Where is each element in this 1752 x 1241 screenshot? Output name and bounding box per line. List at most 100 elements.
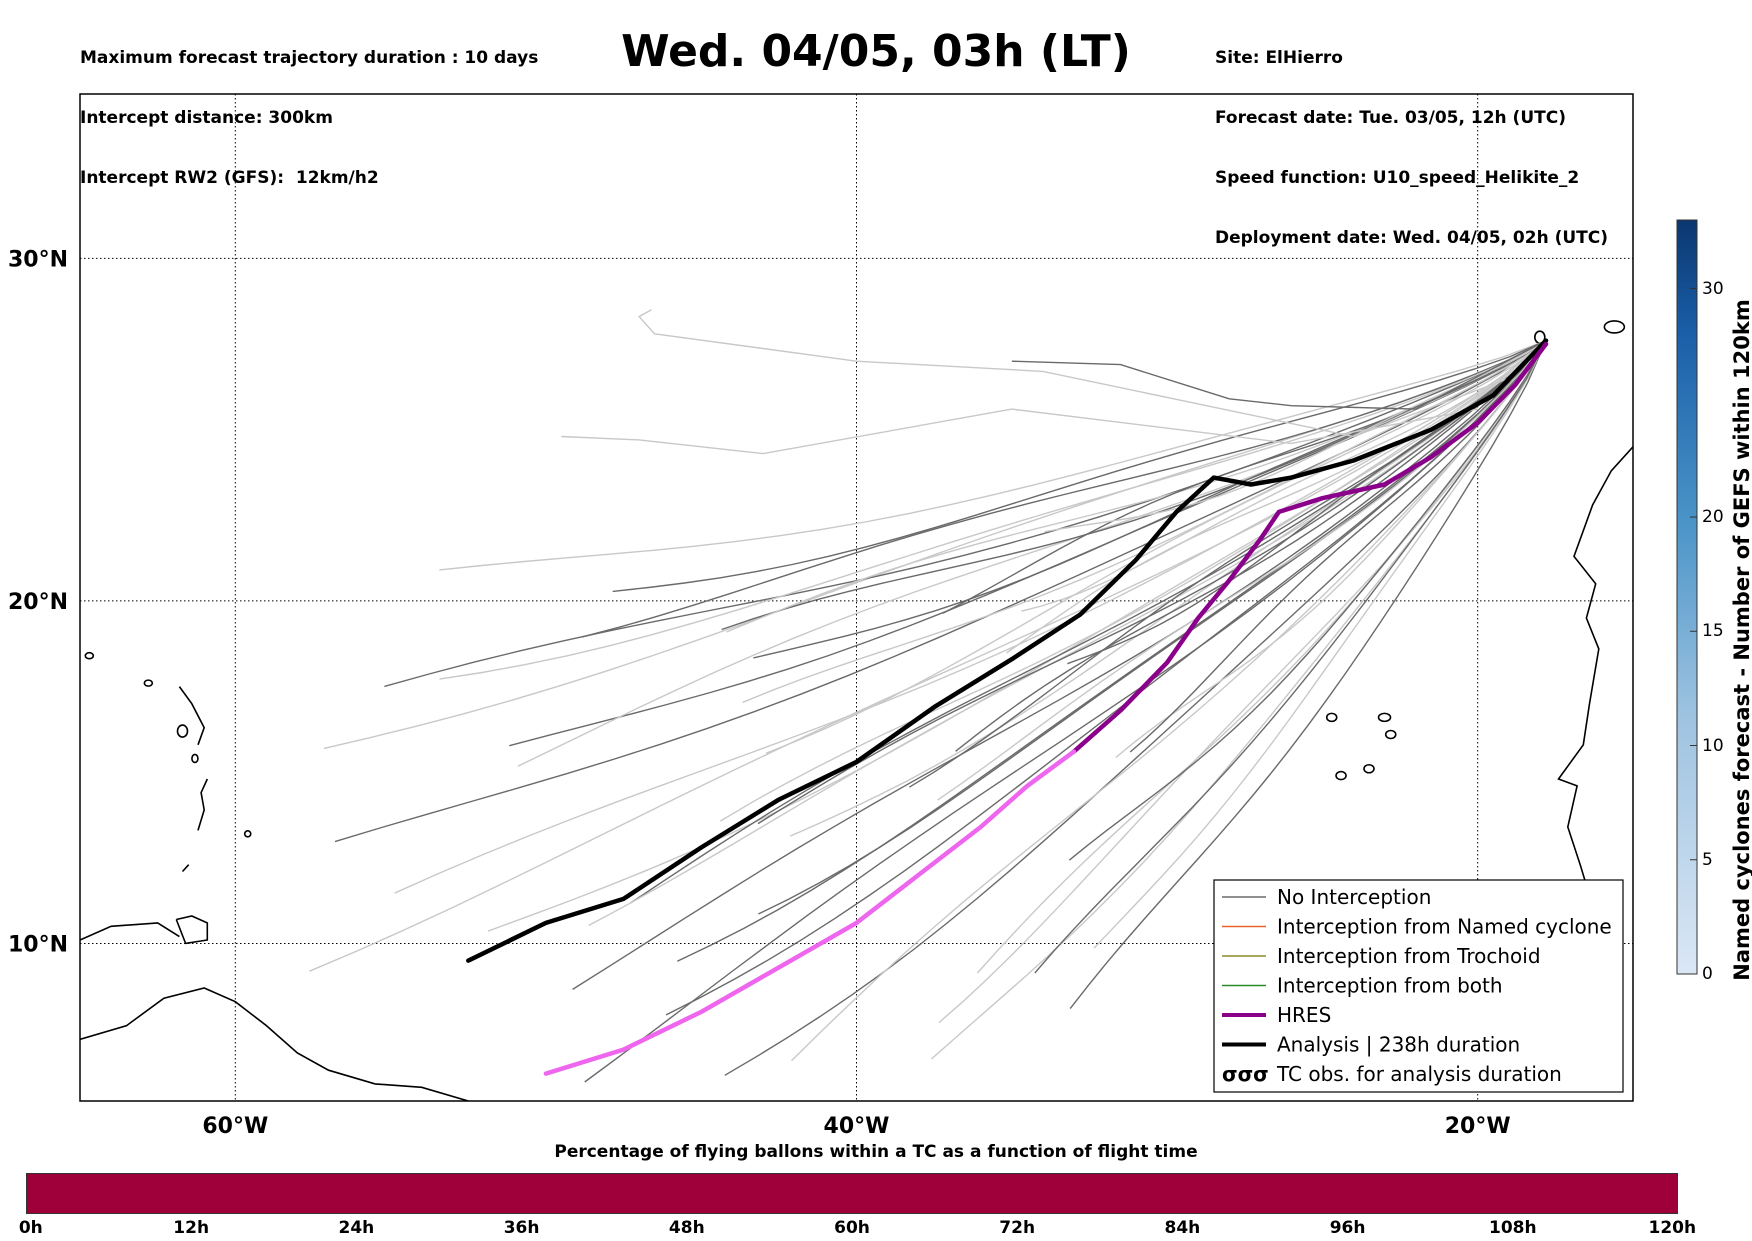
flight-time-label: 60h: [834, 1218, 870, 1238]
island-outline: [1363, 763, 1375, 774]
ensemble-trajectory: [439, 339, 1547, 680]
island-outline: [176, 724, 189, 738]
series-line: [466, 338, 1549, 963]
coastline-segment: [80, 922, 180, 941]
legend-label: TC obs. for analysis duration: [1276, 1062, 1562, 1086]
island-outline: [1650, 306, 1666, 314]
legend-box: [1213, 879, 1624, 1093]
island-outline: [1377, 712, 1392, 723]
coastline-segment: [178, 686, 206, 746]
header-left-line: Maximum forecast trajectory duration : 1…: [80, 48, 539, 68]
island-outline: [1384, 729, 1397, 740]
lon-tick-label: 60°W: [202, 1114, 268, 1139]
ensemble-trajectory: [1034, 340, 1547, 974]
ensemble-trajectory: [509, 340, 1547, 747]
coastline-segment: [80, 987, 469, 1101]
ensemble-trajectories: [309, 309, 1547, 1083]
island-outline: [243, 830, 252, 838]
ensemble-trajectory: [1068, 340, 1547, 861]
ensemble-trajectory: [394, 340, 1547, 894]
header-left-line: Intercept RW2 (GFS): 12km/h2: [80, 168, 379, 188]
colorbar-title: Named cyclones forecast - Number of GEFS…: [1730, 299, 1752, 981]
colorbar-tick-label: 10: [1702, 735, 1724, 756]
island-outline: [84, 651, 95, 660]
island-outline: [1335, 770, 1347, 781]
header-right-line: Site: ElHierro: [1215, 48, 1343, 68]
flight-time-bar: [26, 1173, 1678, 1214]
header-right-line: Forecast date: Tue. 03/05, 12h (UTC): [1215, 108, 1566, 128]
ensemble-trajectory: [719, 340, 1547, 822]
legend-label: No Interception: [1277, 885, 1431, 909]
coastline: [41, 306, 1666, 1101]
ensemble-trajectory: [561, 408, 1478, 455]
coastline-segment: [181, 864, 190, 873]
colorbar-tick-label: 30: [1702, 278, 1724, 299]
flight-time-label: 0h: [18, 1218, 43, 1238]
island-outline: [1325, 712, 1338, 723]
legend-label: Interception from Trochoid: [1277, 944, 1541, 968]
colorbar-tick-label: 15: [1702, 621, 1724, 642]
header-right-line: Speed function: U10_speed_Helikite_2: [1215, 168, 1580, 188]
series-line: [543, 749, 1077, 1076]
ensemble-trajectory: [937, 340, 1547, 801]
island-outline: [41, 660, 57, 666]
legend-label: Analysis | 238h duration: [1277, 1033, 1520, 1057]
flight-time-label: 48h: [668, 1218, 705, 1238]
island-outline: [191, 753, 199, 764]
ensemble-trajectory: [384, 339, 1547, 688]
island-outline: [1603, 320, 1626, 334]
legend-label: Interception from both: [1277, 974, 1503, 998]
header-right: Site: ElHierro Forecast date: Tue. 03/05…: [1215, 8, 1608, 268]
header-left: Maximum forecast trajectory duration : 1…: [80, 8, 538, 208]
flight-time-title: Percentage of flying ballons within a TC…: [554, 1142, 1198, 1162]
lat-tick-label: 10°N: [8, 932, 68, 957]
ensemble-trajectory: [517, 340, 1547, 767]
ensemble-trajectory: [724, 340, 1547, 1076]
ensemble-trajectory: [630, 340, 1547, 904]
coastline-segment: [1557, 446, 1633, 917]
ensemble-trajectory: [757, 340, 1547, 825]
tc-obs-symbol: σσσ: [1222, 1062, 1269, 1086]
main-title: Wed. 04/05, 03h (LT): [621, 26, 1131, 77]
ensemble-trajectory: [1115, 340, 1547, 759]
main-trajectories: [466, 338, 1549, 1076]
island-outline: [143, 679, 154, 687]
ensemble-trajectory: [588, 340, 1547, 927]
ensemble-trajectory: [612, 339, 1547, 593]
coastline-segment: [175, 915, 209, 945]
ensemble-trajectory: [908, 340, 1547, 788]
flight-time-label: 24h: [338, 1218, 375, 1238]
header-left-line: Intercept distance: 300km: [80, 108, 333, 128]
ensemble-trajectory: [665, 340, 1547, 1016]
colorbar-tick-label: 0: [1702, 964, 1713, 984]
ensemble-trajectory: [955, 340, 1547, 752]
ensemble-trajectory: [676, 340, 1547, 962]
flight-time-label: 96h: [1329, 1218, 1366, 1238]
lat-tick-label: 20°N: [8, 590, 68, 615]
legend-label: HRES: [1277, 1003, 1331, 1027]
ensemble-trajectory: [938, 340, 1547, 1024]
colorbar-ticks: [1690, 288, 1697, 975]
ensemble-trajectory: [637, 309, 1510, 438]
ensemble-trajectory: [1093, 340, 1547, 949]
map-grid: [80, 94, 1633, 1101]
ensemble-trajectory: [1021, 340, 1547, 612]
ensemble-trajectory: [1011, 339, 1547, 410]
legend: No Interception Interception from Named c…: [1213, 879, 1624, 1093]
flight-time-label: 108h: [1489, 1218, 1537, 1238]
ensemble-trajectory: [1069, 340, 1547, 1010]
ensemble-trajectory: [582, 339, 1547, 638]
lon-tick-label: 20°W: [1445, 1114, 1511, 1139]
ensemble-trajectory: [439, 339, 1547, 571]
coastline-segment: [197, 778, 209, 831]
ensemble-trajectory: [584, 340, 1547, 1083]
flight-time-label: 120h: [1648, 1218, 1697, 1238]
ensemble-trajectory: [790, 340, 1547, 837]
series-line: [1071, 341, 1549, 754]
ensemble-trajectory: [309, 340, 1547, 972]
colorbar-tick-label: 5: [1702, 849, 1713, 870]
ensemble-trajectory: [942, 340, 1547, 614]
colorbar-tick-label: 20: [1702, 507, 1724, 528]
lon-tick-label: 40°W: [824, 1114, 890, 1139]
ensemble-trajectory: [791, 340, 1547, 1062]
